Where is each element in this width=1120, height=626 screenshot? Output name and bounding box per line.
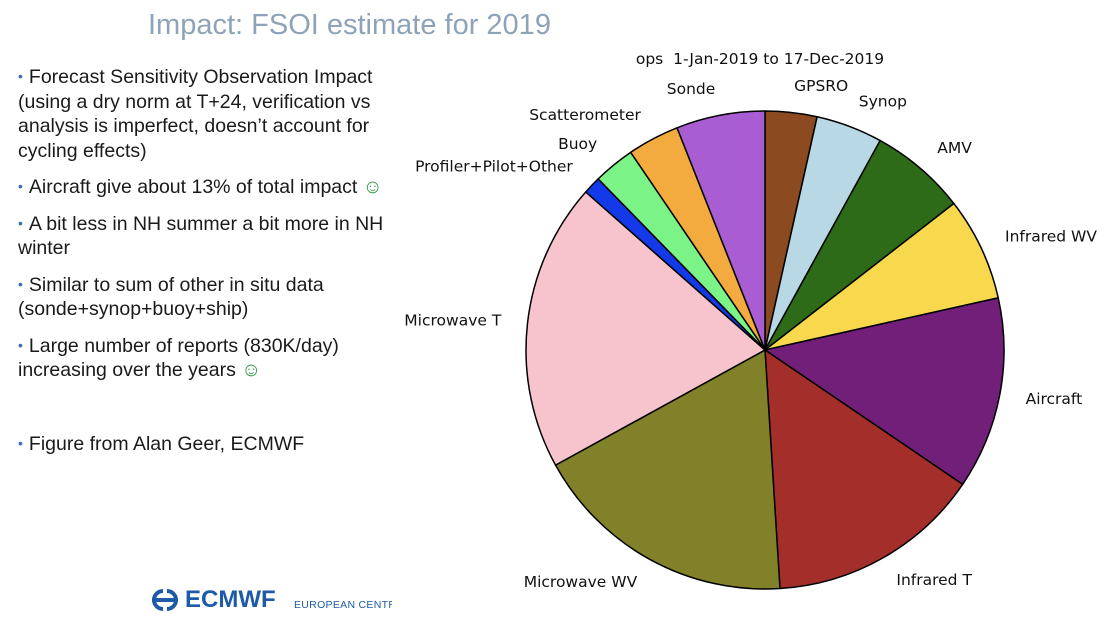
pie-slice-infrared-t xyxy=(764,349,964,590)
slide-title: Impact: FSOI estimate for 2019 xyxy=(148,9,551,41)
bullet-dot: • xyxy=(18,275,23,292)
ecmwf-logo-icon xyxy=(152,589,178,611)
pie-label-infrared-wv: Infrared WV xyxy=(1005,228,1097,246)
pie-label-amv: AMV xyxy=(937,139,972,157)
pie-label-profiler-pilot-other: Profiler+Pilot+Other xyxy=(415,158,573,176)
pie-slice-aircraft xyxy=(764,297,1005,486)
pie-slice-sonde xyxy=(676,110,766,351)
pie-label-scatterometer: Scatterometer xyxy=(529,106,641,124)
logo-text: ECMWF xyxy=(185,586,276,613)
pie-labels: GPSRO Synop AMV Infrared WV Aircraft Infrared… xyxy=(404,77,1097,591)
bullet-item: • Large number of reports (830K/day) incr… xyxy=(18,333,408,383)
smiley-icon: ☺ xyxy=(241,359,262,381)
pie-label-sonde: Sonde xyxy=(667,80,716,98)
bullet-text: Aircraft give about 13% of total impact xyxy=(28,176,358,198)
pie-label-aircraft: Aircraft xyxy=(1026,390,1083,408)
ecmwf-logo: ECMWF xyxy=(148,586,276,614)
pie-slices xyxy=(525,110,1005,590)
bullet-dot: • xyxy=(18,178,23,194)
pie-label-infrared-t: Infrared T xyxy=(896,571,972,589)
bullet-list: • Forecast Sensitivity Observation Impact… xyxy=(18,64,408,456)
pie-label-microwave-t: Microwave T xyxy=(404,311,502,329)
bullet-text: A bit less in NH summer a bit more in NH… xyxy=(18,212,384,260)
pie-slice-microwave-wv xyxy=(554,349,781,590)
chart-title: ops 1-Jan-2019 to 17-Dec-2019 xyxy=(636,50,884,68)
bullet-text: Large number of reports (830K/day) incre… xyxy=(18,334,339,382)
pie-slice-microwave-t xyxy=(525,191,766,466)
bullet-dot: • xyxy=(18,214,23,231)
bullet-text: Forecast Sensitivity Observation Impact … xyxy=(18,66,373,162)
bullet-item: • Aircraft give about 13% of total impact… xyxy=(18,174,408,200)
pie-label-gpsro: GPSRO xyxy=(794,77,848,95)
logo-subtext: EUROPEAN CENTRE FOR MEDIUM-RANGE WEATHER… xyxy=(294,599,392,611)
pie-slice-infrared-wv xyxy=(764,202,999,351)
bullet-text: Similar to sum of other in situ data (so… xyxy=(18,273,324,321)
bullet-item: • Similar to sum of other in situ data (s… xyxy=(18,272,408,322)
bullet-item: • Forecast Sensitivity Observation Impact… xyxy=(18,64,408,163)
smiley-icon: ☺ xyxy=(362,176,383,198)
bullet-dot: • xyxy=(18,434,23,451)
bullet-dot: • xyxy=(18,68,23,84)
pie-label-synop: Synop xyxy=(859,92,907,110)
fsoi-pie-chart: ops 1-Jan-2019 to 17-Dec-2019 GPSRO Synop… xyxy=(404,50,1097,591)
bullet-item: • Figure from Alan Geer, ECMWF xyxy=(18,431,408,457)
bullet-text: Figure from Alan Geer, ECMWF xyxy=(28,432,305,455)
bullet-item: • A bit less in NH summer a bit more in N… xyxy=(18,211,408,261)
bullet-dot: • xyxy=(18,336,23,353)
pie-label-buoy: Buoy xyxy=(558,135,597,153)
pie-label-microwave-wv: Microwave WV xyxy=(524,573,638,591)
